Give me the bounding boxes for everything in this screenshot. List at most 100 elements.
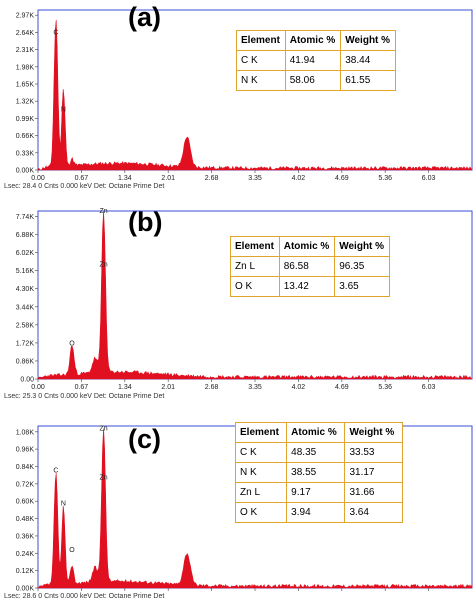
y-tick-label: 0.72K (16, 481, 35, 488)
x-tick-label: 2.01 (161, 384, 175, 390)
y-tick-label: 0.33K (16, 150, 35, 157)
x-tick-label: 5.36 (378, 175, 392, 181)
spectrum-area (37, 428, 473, 589)
x-tick-label: 6.03 (422, 384, 436, 390)
cell-atomic: 48.35 (286, 442, 346, 463)
y-tick-label: 2.31K (16, 47, 35, 54)
peak-label: C (53, 29, 58, 36)
composition-table-a: Element Atomic % Weight % C K 41.94 38.4… (236, 30, 396, 91)
y-tick-label: 0.96K (16, 447, 35, 454)
spectrum-area (37, 211, 473, 380)
table-row: C K 41.94 38.44 (236, 50, 396, 71)
x-tick-label: 2.68 (205, 384, 219, 390)
spectrum-area (37, 19, 473, 171)
y-tick-label: 0.99K (16, 116, 35, 123)
cell-weight: 33.53 (344, 442, 403, 463)
table-row: O K 3.94 3.64 (234, 502, 403, 523)
x-tick-label: 0.00 (31, 175, 45, 181)
table-header-row: Element Atomic % Weight % (230, 236, 390, 257)
footer-a: Lsec: 28.4 0 Cnts 0.000 keV Det: Octane … (4, 183, 165, 190)
footer-b: Lsec: 25.3 0 Cnts 0.000 keV Det: Octane … (4, 393, 165, 400)
x-tick-label: 0.67 (75, 384, 89, 390)
y-tick-label: 0.86K (16, 358, 35, 365)
x-tick-label: 0.67 (75, 175, 89, 181)
peak-label: O (69, 340, 75, 347)
panel-label-b: (b) (128, 207, 163, 237)
header-element: Element (230, 236, 280, 257)
cell-element: Zn L (230, 256, 280, 277)
x-tick-label: 3.35 (248, 384, 262, 390)
table-row: N K 38.55 31.17 (234, 462, 403, 483)
table-row: Zn L 9.17 31.66 (234, 482, 403, 503)
x-tick-label: 4.69 (335, 384, 349, 390)
y-tick-label: 0.48K (16, 516, 35, 523)
y-tick-label: 0.24K (16, 551, 35, 558)
x-tick-label: 4.02 (292, 175, 306, 181)
x-tick-label: 1.34 (118, 384, 132, 390)
y-tick-label: 4.30K (16, 286, 35, 293)
y-tick-label: 0.12K (16, 568, 35, 575)
peak-label: N (61, 501, 66, 508)
cell-element: C K (234, 442, 288, 463)
y-tick-label: 1.08K (16, 429, 35, 436)
header-weight: Weight % (344, 422, 403, 443)
x-tick-label: 1.34 (118, 175, 132, 181)
header-weight: Weight % (334, 236, 390, 257)
cell-element: N K (234, 462, 288, 483)
y-tick-label: 3.44K (16, 304, 35, 311)
header-element: Element (234, 422, 288, 443)
table-header-row: Element Atomic % Weight % (236, 30, 396, 51)
cell-weight: 31.17 (344, 462, 403, 483)
x-tick-label: 4.02 (292, 384, 306, 390)
cell-atomic: 86.58 (278, 256, 336, 277)
table-row: Zn L 86.58 96.35 (230, 256, 390, 277)
cell-element: O K (230, 276, 280, 297)
cell-weight: 3.65 (334, 276, 390, 297)
y-tick-label: 0.60K (16, 499, 35, 506)
x-tick-label: 3.35 (248, 175, 262, 181)
y-tick-label: 0.00K (16, 586, 35, 592)
table-header-row: Element Atomic % Weight % (234, 422, 403, 443)
y-tick-label: 2.97K (16, 13, 35, 20)
peak-label: Zn (99, 208, 107, 215)
cell-atomic: 9.17 (286, 482, 346, 503)
y-tick-label: 6.02K (16, 250, 35, 257)
y-tick-label: 1.32K (16, 99, 35, 106)
header-atomic: Atomic % (286, 422, 346, 443)
header-atomic: Atomic % (284, 30, 342, 51)
peak-label: Zn (99, 475, 107, 482)
x-tick-label: 2.68 (205, 175, 219, 181)
cell-element: Zn L (234, 482, 288, 503)
cell-atomic: 3.94 (286, 502, 346, 523)
header-atomic: Atomic % (278, 236, 336, 257)
table-row: C K 48.35 33.53 (234, 442, 403, 463)
cell-atomic: 58.06 (284, 70, 342, 91)
y-tick-label: 1.98K (16, 64, 35, 71)
y-tick-label: 0.36K (16, 533, 35, 540)
y-tick-label: 0.84K (16, 464, 35, 471)
x-tick-label: 5.36 (378, 384, 392, 390)
cell-atomic: 41.94 (284, 50, 342, 71)
y-tick-label: 5.16K (16, 268, 35, 275)
y-tick-label: 7.74K (16, 214, 35, 221)
x-tick-label: 6.03 (422, 175, 436, 181)
cell-weight: 61.55 (340, 70, 396, 91)
header-weight: Weight % (340, 30, 396, 51)
y-tick-label: 2.64K (16, 30, 35, 37)
x-tick-label: 0.00 (31, 384, 45, 390)
x-tick-label: 2.01 (161, 175, 175, 181)
y-tick-label: 1.65K (16, 82, 35, 89)
y-tick-label: 1.72K (16, 340, 35, 347)
y-tick-label: 0.00K (16, 168, 35, 175)
peak-label: C (53, 467, 58, 474)
composition-table-b: Element Atomic % Weight % Zn L 86.58 96.… (230, 236, 390, 297)
table-row: O K 13.42 3.65 (230, 276, 390, 297)
y-tick-label: 2.58K (16, 322, 35, 329)
cell-element: O K (234, 502, 288, 523)
cell-weight: 31.66 (344, 482, 403, 503)
y-tick-label: 0.66K (16, 133, 35, 140)
table-row: N K 58.06 61.55 (236, 70, 396, 91)
cell-atomic: 13.42 (278, 276, 336, 297)
header-element: Element (236, 30, 286, 51)
cell-element: N K (236, 70, 286, 91)
